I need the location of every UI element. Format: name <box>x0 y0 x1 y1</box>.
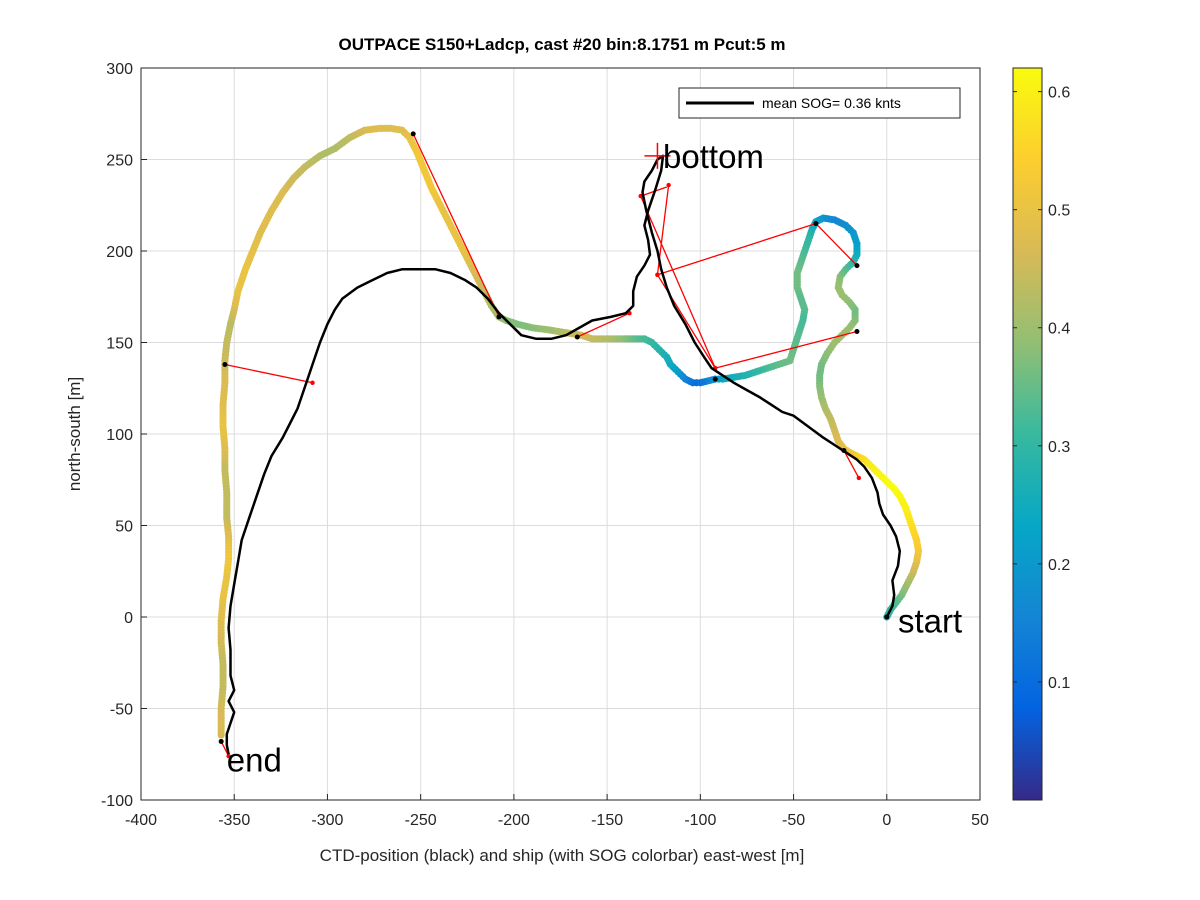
x-tick-label: -400 <box>125 812 157 829</box>
x-tick-label: -350 <box>218 812 250 829</box>
colorbar-gradient <box>1012 67 1043 801</box>
cast-marker <box>218 738 224 744</box>
y-axis-label: north-south [m] <box>65 377 84 491</box>
colorbar-tick-label: 0.5 <box>1048 203 1070 220</box>
y-tick-label: -100 <box>101 793 133 810</box>
connector-end <box>856 475 862 481</box>
colorbar: 0.1 0.2 0.3 0.4 0.5 0.6 <box>1012 67 1070 801</box>
x-tick-label: -50 <box>782 812 805 829</box>
y-tick-label: 250 <box>106 153 133 170</box>
connector-line <box>715 330 858 369</box>
connector-line <box>843 450 860 479</box>
x-tick-label: -150 <box>591 812 623 829</box>
ctd-track-line <box>225 154 902 755</box>
cast-marker <box>854 263 860 269</box>
y-tick-label: 0 <box>124 610 133 627</box>
annotation-bottom: bottom <box>663 138 764 175</box>
connector-end <box>666 182 671 188</box>
connector-line <box>657 222 817 276</box>
y-tick-label: 150 <box>106 336 133 353</box>
x-tick-label: 0 <box>882 812 891 829</box>
y-tick-label: 50 <box>115 519 133 536</box>
annotations: bottom start end <box>227 138 962 779</box>
ship-track <box>217 124 923 739</box>
cast-marker <box>410 131 416 137</box>
ship-point <box>217 731 225 739</box>
legend: mean SOG= 0.36 knts <box>678 87 961 119</box>
cast-marker <box>574 334 580 340</box>
legend-entry: mean SOG= 0.36 knts <box>762 95 901 111</box>
connector-line <box>815 223 858 267</box>
cast-marker <box>496 314 502 320</box>
x-axis-label: CTD-position (black) and ship (with SOG … <box>320 846 805 865</box>
y-tick-label: 200 <box>106 244 133 261</box>
connector-end <box>655 272 660 277</box>
plot-area <box>140 67 981 801</box>
connector-line <box>640 195 716 369</box>
connector-line <box>577 312 630 338</box>
grid-lines <box>141 68 980 800</box>
x-tick-label: -300 <box>311 812 343 829</box>
x-tick-label: -100 <box>684 812 716 829</box>
y-axis: -100 -50 0 50 100 150 200 250 300 <box>101 61 147 810</box>
x-tick-label: -200 <box>498 812 530 829</box>
cast-marker <box>854 329 860 335</box>
colorbar-tick-label: 0.1 <box>1048 675 1070 692</box>
annotation-start: start <box>898 603 962 640</box>
cast-marker <box>222 361 228 367</box>
y-tick-label: 300 <box>106 61 133 78</box>
x-axis: -400 -350 -300 -250 -200 -150 -100 -50 0 50 <box>125 794 989 829</box>
connector-line <box>412 133 500 318</box>
chart-title: OUTPACE S150+Ladcp, cast #20 bin:8.1751 … <box>338 35 785 54</box>
y-tick-label: -50 <box>110 702 133 719</box>
connector-end <box>226 753 231 759</box>
cast-marker <box>841 447 847 453</box>
cast-marker <box>884 614 890 620</box>
cast-marker <box>813 221 819 227</box>
ctd-track <box>225 154 902 755</box>
bottom-marker <box>644 142 671 169</box>
annotation-end: end <box>227 742 282 779</box>
cast-marker <box>712 376 718 382</box>
colorbar-tick-label: 0.3 <box>1048 439 1070 456</box>
y-tick-label: 100 <box>106 427 133 444</box>
cast-markers <box>218 131 890 744</box>
connector-line <box>224 363 313 384</box>
connector-end <box>310 380 315 385</box>
x-tick-label: -250 <box>405 812 437 829</box>
x-tick-label: 50 <box>971 812 989 829</box>
colorbar-ticks: 0.1 0.2 0.3 0.4 0.5 0.6 <box>1013 85 1070 692</box>
colorbar-tick-label: 0.4 <box>1048 321 1070 338</box>
colorbar-tick-label: 0.2 <box>1048 557 1070 574</box>
colorbar-tick-label: 0.6 <box>1048 85 1070 102</box>
